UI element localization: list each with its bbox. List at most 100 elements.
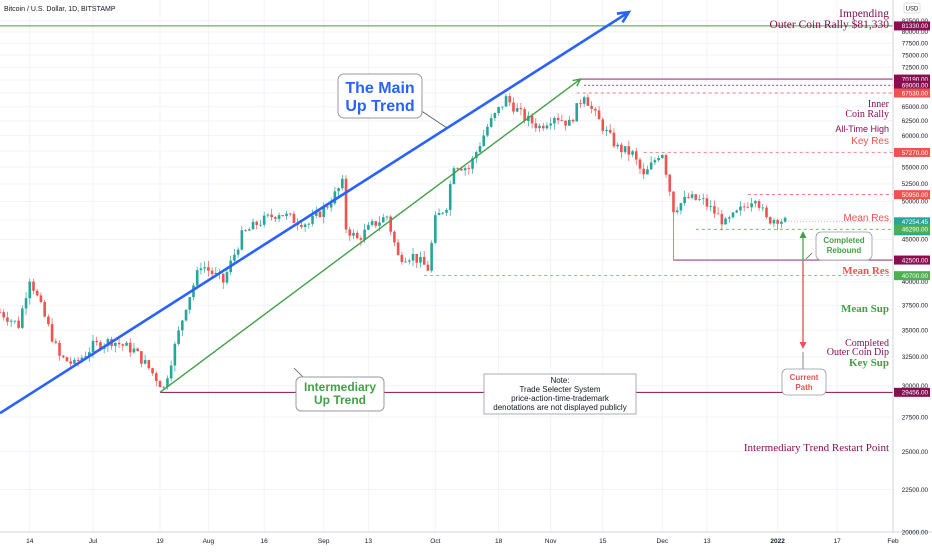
- candle-body: [318, 211, 322, 218]
- price-tag-label: 50950.00: [902, 192, 929, 199]
- candle-body: [121, 344, 125, 346]
- price-tag-bg: [894, 88, 930, 98]
- candle: [612, 128, 616, 149]
- candle: [221, 273, 225, 289]
- main-trend-callout[interactable]: [337, 73, 423, 119]
- price-tick-label: 27500.00: [902, 414, 929, 421]
- candle: [352, 229, 355, 240]
- time-tick-label: Sep: [318, 538, 330, 545]
- candle: [687, 192, 690, 199]
- candle-body: [716, 213, 720, 215]
- candle: [43, 299, 46, 318]
- price-tag-bg: [894, 387, 930, 397]
- candle: [750, 198, 753, 212]
- candle: [259, 219, 262, 227]
- price-tick-label: 37500.00: [902, 303, 929, 310]
- rebound-label-line2: Rebound: [827, 246, 862, 255]
- candle: [754, 199, 757, 208]
- impending-label-line2: Outer Coin Rally $81,330: [770, 18, 890, 31]
- price-tick-label: 45000.00: [902, 237, 929, 244]
- candle-body: [720, 213, 724, 225]
- candle-body: [616, 144, 619, 147]
- candle: [277, 212, 281, 223]
- price-tag-label: 42500.00: [902, 257, 929, 264]
- candle-body: [381, 217, 385, 223]
- current-path-callout[interactable]: [781, 368, 827, 396]
- candle: [285, 210, 288, 220]
- price-tag: 70190.00: [894, 74, 930, 84]
- candle: [501, 106, 504, 110]
- current-label-line2: Path: [795, 383, 812, 392]
- candle: [419, 251, 422, 268]
- candle-body: [690, 194, 694, 198]
- candle: [638, 157, 642, 175]
- candle: [661, 153, 664, 159]
- candle: [400, 251, 404, 265]
- note-box[interactable]: [483, 373, 637, 415]
- ath-label: All-Time High: [835, 124, 889, 134]
- candle: [251, 218, 255, 230]
- inner-rally-label-line2: Coin Rally: [845, 109, 889, 120]
- candle: [765, 205, 768, 220]
- time-tick-label: Feb: [887, 538, 899, 545]
- candle-body: [333, 191, 337, 204]
- time-tick-label: Oct: [430, 538, 440, 545]
- candle-body: [727, 217, 731, 219]
- candle: [430, 240, 433, 273]
- candle-body: [69, 361, 72, 364]
- candle: [128, 338, 132, 357]
- time-tick-label: Nov: [545, 538, 557, 545]
- currency-badge[interactable]: [903, 2, 921, 14]
- candle: [117, 337, 121, 349]
- candle: [0, 308, 2, 313]
- candle: [683, 190, 686, 206]
- candle-body: [214, 272, 218, 275]
- rebound-callout[interactable]: [815, 231, 873, 261]
- candle: [173, 341, 177, 372]
- candle: [307, 222, 311, 229]
- time-axis[interactable]: 14 Jul 19 Aug 16 Sep 13 Oct 18 Nov 15 Dec 13 2022 17 Fe…: [26, 538, 899, 545]
- candle-body: [608, 129, 612, 133]
- candle-body: [99, 342, 102, 349]
- price-tag-label: 69000.00: [902, 83, 929, 90]
- candle-body: [322, 206, 326, 218]
- rebound-arrowhead: [799, 231, 807, 238]
- candle-body: [649, 162, 653, 170]
- candle: [768, 216, 772, 225]
- candle-body: [772, 220, 776, 224]
- candle: [9, 318, 13, 327]
- candle-body: [132, 348, 136, 353]
- price-tag: 46290.00: [894, 224, 930, 234]
- price-tick-label: 52500.00: [902, 181, 929, 188]
- candle: [478, 142, 482, 155]
- time-tick-label: 13: [365, 538, 373, 545]
- grid: [0, 0, 894, 533]
- price-tick-label: 55000.00: [902, 164, 929, 171]
- candle-body: [88, 352, 91, 357]
- main-trend-line: [0, 11, 630, 415]
- candle: [225, 267, 229, 286]
- candle-body: [259, 224, 262, 226]
- candle: [567, 115, 571, 126]
- candle: [541, 122, 545, 131]
- price-tick-label: 35000.00: [902, 327, 929, 334]
- candle-body: [474, 152, 478, 159]
- currency-label[interactable]: USD: [906, 7, 919, 13]
- price-tag-label: 57270.00: [902, 150, 929, 157]
- candle: [24, 292, 28, 315]
- candle-body: [76, 359, 80, 361]
- candle-body: [244, 230, 247, 231]
- candle: [571, 118, 575, 124]
- candle: [668, 174, 672, 197]
- candle: [735, 209, 739, 214]
- inter-trend-callout[interactable]: [295, 376, 385, 412]
- candle: [716, 207, 720, 215]
- candle: [58, 340, 61, 361]
- time-tick-label: 2022: [770, 538, 785, 545]
- candle-body: [166, 378, 169, 387]
- symbol-header[interactable]: Bitcoin / U.S. Dollar, 1D, BITSTAMP: [4, 6, 116, 13]
- inter-trend-label-line1: Intermediary: [304, 380, 376, 394]
- current-label-line1: Current: [790, 373, 819, 382]
- candle-body: [117, 342, 121, 345]
- candle-body: [389, 216, 392, 232]
